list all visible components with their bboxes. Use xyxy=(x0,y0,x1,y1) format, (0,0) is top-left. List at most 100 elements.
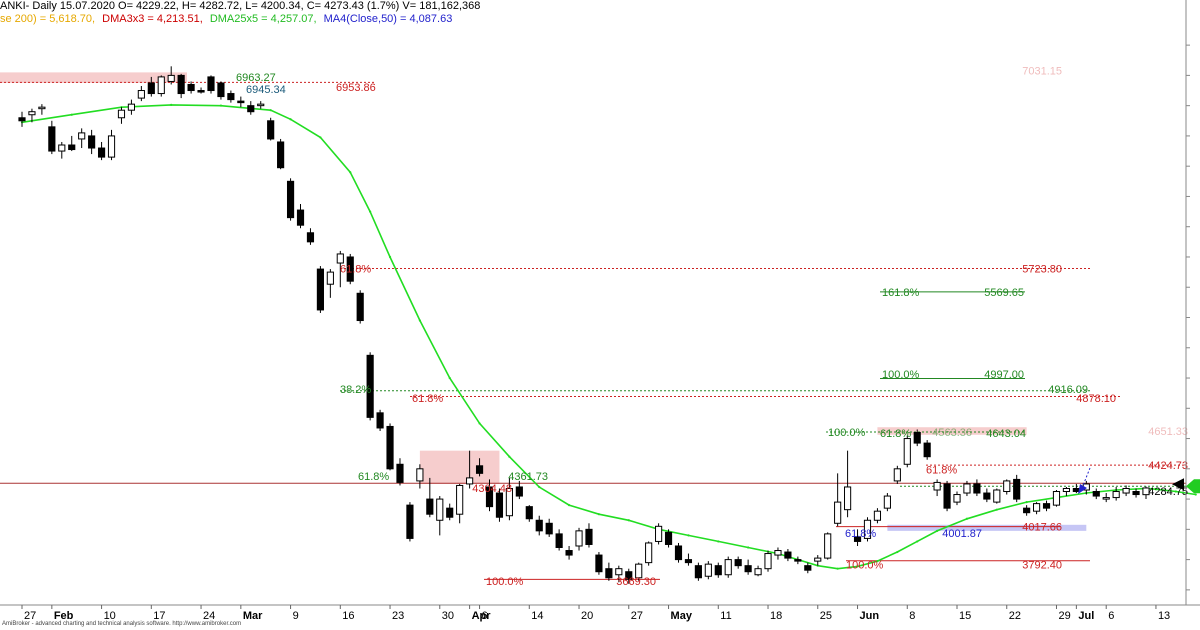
x-tick-label: Apr xyxy=(472,610,492,622)
candle-body xyxy=(853,536,862,542)
level-label-4651: 4651.33 xyxy=(1148,426,1188,438)
candle-body xyxy=(376,412,384,429)
resistance-zone-apr xyxy=(419,450,500,484)
dma25x5-point xyxy=(836,567,839,570)
level-label-6945: 6945.34 xyxy=(246,84,286,96)
x-tick-label: 29 xyxy=(1058,610,1070,622)
candle-body xyxy=(804,565,812,571)
candle-body xyxy=(674,545,683,561)
dma25x5-point xyxy=(1154,488,1158,491)
x-tick-label: Feb xyxy=(54,610,74,622)
indicator-dma25x5: DMA25x5 = 4,257.07, xyxy=(209,13,317,25)
x-tick-label: 20 xyxy=(581,610,593,622)
candle-body xyxy=(456,484,464,515)
dma25x5-point xyxy=(965,517,969,520)
candle-body xyxy=(615,568,623,576)
candle-body xyxy=(963,483,971,494)
candle-body xyxy=(217,82,225,98)
candle-body xyxy=(595,554,603,573)
candle-body xyxy=(863,519,872,539)
level-label-4361: 4361.73 xyxy=(508,471,548,483)
candle-body xyxy=(655,525,663,542)
candle-body xyxy=(714,565,722,576)
candle-body xyxy=(953,494,961,503)
level-pct-3669: 100.0% xyxy=(486,576,524,588)
indicator-legend: se 200) = 5,618.70, DMA3x3 = 4,213.51, D… xyxy=(0,13,456,26)
indicator-ma200: se 200) = 5,618.70, xyxy=(0,13,96,25)
candle-body xyxy=(834,501,842,524)
dma25x5-point xyxy=(170,103,173,107)
x-tick-label: 8 xyxy=(909,610,915,622)
candle-body xyxy=(754,568,762,576)
candle-body xyxy=(724,559,732,576)
candle-body xyxy=(694,565,702,579)
candle-body xyxy=(207,76,215,92)
level-pct-4643: 61.8% xyxy=(880,428,911,440)
candle-body xyxy=(873,510,882,521)
level-label-4997: 4997.00 xyxy=(984,369,1024,381)
candle-body xyxy=(1062,487,1071,493)
candle-body xyxy=(605,568,613,579)
level-label-3669: 3669.30 xyxy=(616,576,656,588)
candle-body xyxy=(267,120,275,140)
last-price-pointer xyxy=(1172,478,1184,491)
dma25x5-point xyxy=(597,513,601,516)
level-label-4017: 4017.66 xyxy=(1022,522,1062,534)
dma25x5-point xyxy=(269,109,272,112)
candle-body xyxy=(366,354,374,418)
candle-body xyxy=(436,498,444,521)
dma25x5-point xyxy=(995,508,998,511)
level-pct-5723: 61.8% xyxy=(340,264,371,276)
candle-body xyxy=(38,106,46,110)
candle-body xyxy=(147,82,155,95)
candle-body xyxy=(913,432,921,444)
dma25x5-point xyxy=(896,550,899,554)
candle-body xyxy=(1052,491,1061,506)
level-label-6953: 6953.86 xyxy=(336,82,376,94)
signal-arrow-head xyxy=(1078,484,1087,494)
candle-body xyxy=(446,507,454,518)
candle-body xyxy=(306,232,315,243)
x-tick-label: 24 xyxy=(203,610,215,622)
level-label-4643: 4643.04 xyxy=(986,428,1026,440)
dma25x5-point xyxy=(478,422,481,425)
candle-body xyxy=(277,141,285,169)
level-pct-5569: 161.8% xyxy=(882,287,920,299)
candle-body xyxy=(744,565,752,573)
dma25x5-point xyxy=(1174,490,1177,493)
candle-body xyxy=(326,271,334,285)
candle-body xyxy=(505,487,513,517)
level-label-4878: 4878.10 xyxy=(1076,393,1116,405)
candle-body xyxy=(416,468,424,482)
candle-body xyxy=(525,506,533,520)
candle-body xyxy=(296,209,305,226)
candle-body xyxy=(495,492,504,518)
x-tick-label: 18 xyxy=(770,610,782,622)
candle-body xyxy=(48,126,56,152)
candle-body xyxy=(585,528,593,545)
dma25x5-point xyxy=(369,210,372,213)
dma25x5-point xyxy=(448,376,451,380)
candle-body xyxy=(187,83,195,92)
candle-body xyxy=(316,268,324,311)
candle-body xyxy=(127,103,135,111)
candle-body xyxy=(227,93,235,101)
candle-body xyxy=(177,74,185,95)
candle-body xyxy=(137,90,145,99)
candle-body xyxy=(565,550,573,556)
candle-body xyxy=(993,489,1001,503)
candle-body xyxy=(485,486,494,508)
dma25x5-point xyxy=(936,529,939,532)
footer-credit: AmiBroker - advanced charting and techni… xyxy=(2,621,242,627)
candle-body xyxy=(167,74,175,82)
candle-body xyxy=(386,425,394,470)
x-tick-label: 17 xyxy=(153,610,165,622)
x-tick-label: Jul xyxy=(1078,610,1094,622)
x-tick-label: 6 xyxy=(482,610,488,622)
candle-body xyxy=(625,571,633,580)
last-price-marker xyxy=(1186,479,1200,494)
candle-body xyxy=(1013,478,1021,500)
x-tick-label: 6 xyxy=(1108,610,1114,622)
